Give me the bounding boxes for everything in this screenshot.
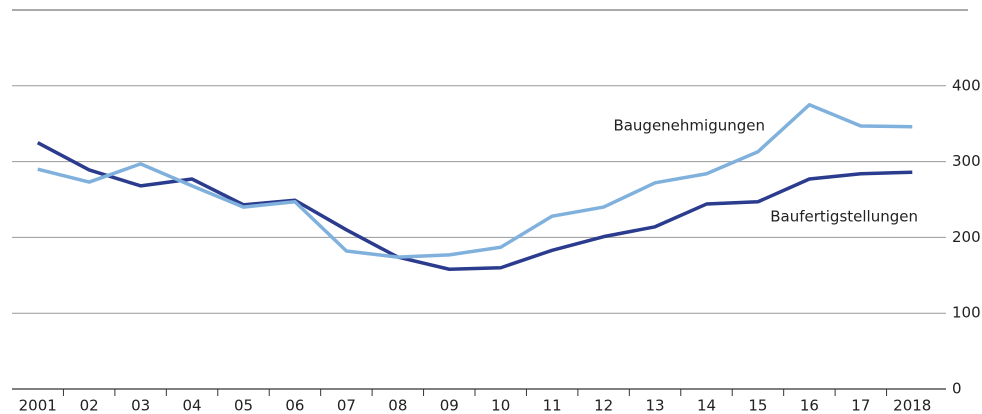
x-tick-label: 10: [491, 397, 510, 414]
x-tick-label: 07: [337, 397, 356, 414]
series-line: [37, 103, 913, 259]
x-tick-label: 14: [697, 397, 716, 414]
y-tick-label: 200: [952, 228, 981, 246]
x-tick-label: 16: [800, 397, 819, 414]
series-label: Baufertigstellungen: [770, 208, 918, 226]
series-line: [36, 141, 913, 271]
series-label: Baugenehmigungen: [613, 117, 765, 135]
y-tick-label: 100: [952, 304, 981, 322]
y-tick-label: 0: [952, 380, 962, 398]
x-tick-label: 05: [234, 397, 253, 414]
x-tick-label: 12: [594, 397, 613, 414]
y-tick-label: 400: [952, 76, 981, 94]
x-tick-label: 2001: [19, 397, 57, 414]
x-tick-label: 09: [440, 397, 459, 414]
x-tick-label: 03: [131, 397, 150, 414]
x-tick-label: 08: [388, 397, 407, 414]
x-tick-label: 15: [748, 397, 767, 414]
x-tick-label: 02: [80, 397, 99, 414]
x-tick-label: 17: [851, 397, 870, 414]
x-tick-label: 06: [285, 397, 304, 414]
x-tick-label: 11: [543, 397, 562, 414]
x-tick-label: 2018: [893, 397, 931, 414]
x-tick-label: 13: [646, 397, 665, 414]
y-tick-label: 300: [952, 152, 981, 170]
x-tick-label: 04: [183, 397, 202, 414]
